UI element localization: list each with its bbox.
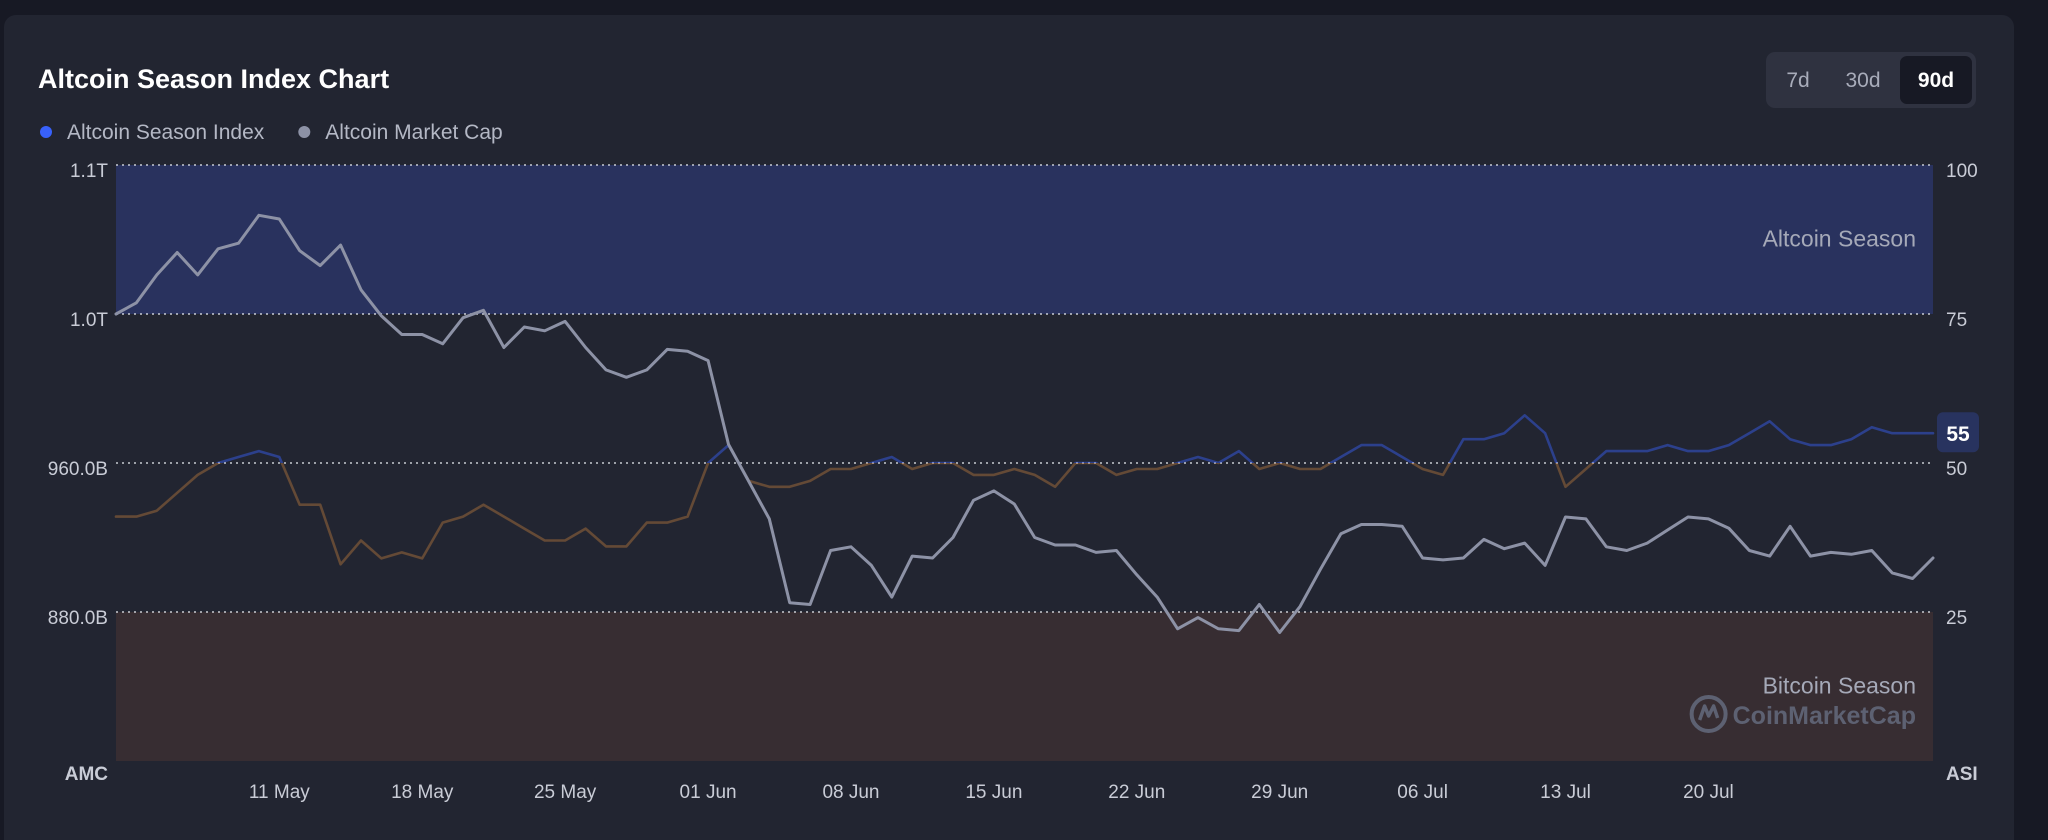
watermark-logo-mark bbox=[1697, 704, 1720, 721]
series-line bbox=[114, 414, 1935, 566]
watermark-logo bbox=[1689, 695, 1728, 733]
x-tick-label: 22 Jun bbox=[1108, 782, 1165, 803]
x-tick-label: 01 Jun bbox=[680, 782, 737, 803]
x-tick-label: 13 Jul bbox=[1540, 782, 1591, 803]
range-button-active[interactable] bbox=[1900, 56, 1972, 104]
x-tick-label: 06 Jul bbox=[1397, 782, 1448, 803]
range-button[interactable]: 7d bbox=[1786, 69, 1809, 92]
season-band bbox=[116, 165, 1933, 314]
legend-marker bbox=[40, 126, 52, 138]
x-tick-label: 20 Jul bbox=[1683, 782, 1734, 803]
y2-axis-title: ASI bbox=[1946, 764, 1978, 785]
range-button[interactable]: 90d bbox=[1918, 69, 1954, 92]
x-tick-label: 08 Jun bbox=[822, 782, 879, 803]
season-band bbox=[116, 612, 1933, 761]
last-value-badge bbox=[1937, 412, 1979, 453]
y-tick-label: 960.0B bbox=[48, 459, 108, 480]
x-tick-label: 18 May bbox=[391, 782, 454, 803]
y-tick-label: 880.0B bbox=[48, 608, 108, 629]
y2-tick-label: 100 bbox=[1946, 161, 1978, 182]
y2-tick-label: 25 bbox=[1946, 608, 1967, 629]
legend-marker bbox=[298, 126, 311, 138]
y2-tick-label: 75 bbox=[1946, 310, 1967, 331]
season-label: Altcoin Season bbox=[1763, 226, 1916, 252]
x-tick-label: 11 May bbox=[249, 782, 310, 803]
chart-title: Altcoin Season Index Chart bbox=[38, 64, 389, 94]
x-tick-label: 15 Jun bbox=[965, 782, 1022, 803]
y-tick-label: 1.1T bbox=[70, 161, 108, 182]
legend-label: Altcoin Season Index bbox=[67, 121, 265, 144]
y2-tick-label: 50 bbox=[1946, 459, 1967, 480]
y-axis-title: AMC bbox=[65, 764, 109, 785]
legend-label: Altcoin Market Cap bbox=[325, 121, 502, 144]
series-line bbox=[114, 213, 1935, 634]
season-label: Bitcoin Season bbox=[1763, 673, 1916, 699]
x-tick-label: 29 Jun bbox=[1251, 782, 1308, 803]
x-tick-label: 25 May bbox=[534, 782, 597, 803]
range-button[interactable]: 30d bbox=[1845, 69, 1880, 92]
y-tick-label: 1.0T bbox=[70, 310, 108, 331]
watermark: CoinMarketCap bbox=[1733, 702, 1916, 730]
last-value-label: 55 bbox=[1946, 423, 1970, 446]
